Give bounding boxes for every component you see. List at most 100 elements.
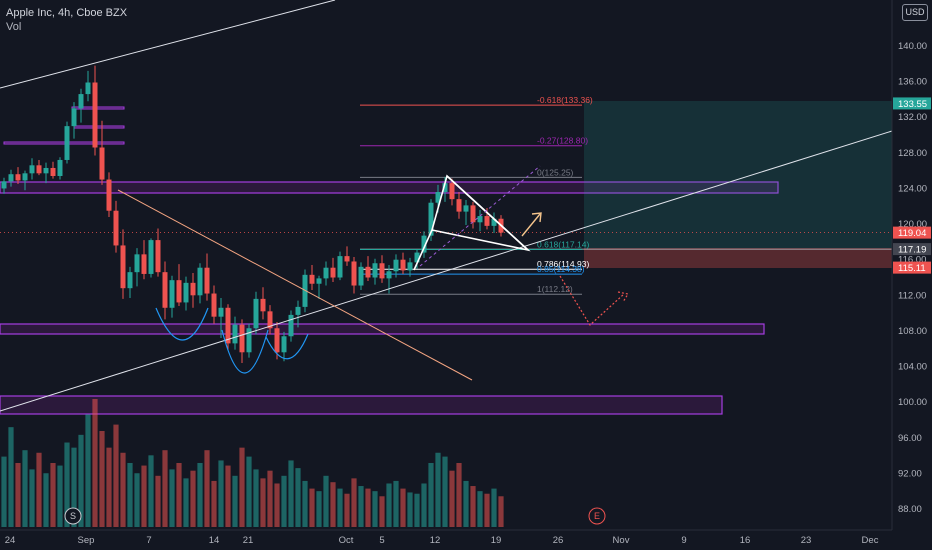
bull-arrow-shaft <box>521 213 541 237</box>
candle-body <box>344 256 350 262</box>
candle-body <box>484 216 490 226</box>
volume-bar <box>225 465 231 527</box>
candle-body <box>22 173 28 181</box>
time-tick-label: Sep <box>78 535 95 546</box>
candle-body <box>169 280 175 308</box>
volume-bar <box>218 460 224 527</box>
time-tick-label: 5 <box>379 535 384 546</box>
volume-bar <box>57 465 63 527</box>
candle-body <box>421 235 427 253</box>
volume-bar <box>274 483 280 527</box>
volume-bar <box>15 463 21 527</box>
candle-body <box>43 167 49 174</box>
time-tick-label: Nov <box>613 535 630 546</box>
volume-bar <box>344 493 350 527</box>
candle-body <box>365 266 371 278</box>
fib-label-2: 0(125.25) <box>537 167 574 177</box>
event-marker-label: S <box>70 511 76 521</box>
fib-label-6: 1(112.12) <box>537 284 573 294</box>
candle-body <box>29 165 35 174</box>
time-tick-label: 23 <box>801 535 812 546</box>
event-marker-label: E <box>594 511 600 521</box>
candle-body <box>400 259 406 271</box>
candle-body <box>267 311 273 329</box>
volume-legend[interactable]: Vol <box>6 21 22 33</box>
candle-body <box>414 252 420 263</box>
head-arc <box>221 329 269 374</box>
wedge-upper <box>446 175 529 251</box>
volume-bar <box>176 463 182 527</box>
volume-bar <box>358 486 364 527</box>
candle-body <box>78 94 84 109</box>
time-axis[interactable]: 24 Sep 7 14 21 Oct 5 12 19 26 Nov 9 16 23 Dec <box>0 529 932 550</box>
symbol-title[interactable]: Apple Inc, 4h, Cboe BZX <box>6 7 128 19</box>
time-tick-label: 12 <box>430 535 441 546</box>
candle-body <box>470 205 476 223</box>
fib-label-3: 0.618(117.14) <box>537 240 589 250</box>
price-tick-label: 96.00 <box>898 433 922 444</box>
fib-label-1: -0.27(128.80) <box>537 136 588 146</box>
time-tick-label: 16 <box>740 535 751 546</box>
candle-body <box>442 183 448 193</box>
volume-bar <box>113 424 119 527</box>
volume-bar <box>148 455 154 527</box>
bull-arrow-head <box>531 212 542 223</box>
candle-body <box>288 314 294 337</box>
currency-button[interactable]: USD <box>902 4 928 21</box>
fibonacci-extension[interactable]: -0.618(133.36) -0.27(128.80) 0(125.25) 0.61… <box>360 95 593 295</box>
volume-bar <box>36 452 42 527</box>
candle-body <box>148 240 154 274</box>
volume-bar <box>211 480 217 527</box>
candle-body <box>351 261 357 286</box>
candle-body <box>197 267 203 296</box>
price-tick-label: 124.00 <box>898 183 927 194</box>
candle-body <box>120 245 126 289</box>
candle-body <box>379 263 385 279</box>
price-tick-label: 116.00 <box>898 255 926 266</box>
volume-bar <box>386 483 392 527</box>
candle-body <box>309 274 315 284</box>
event-marker-circle <box>588 507 606 525</box>
volume-bar <box>22 450 28 527</box>
candle-body <box>113 210 119 246</box>
volume-bar <box>8 427 14 527</box>
short-level-1 <box>71 106 125 110</box>
candle-body <box>274 328 280 353</box>
candle-body <box>372 263 378 278</box>
volume-bar <box>260 478 266 527</box>
candle-body <box>386 271 392 279</box>
volume-bar <box>365 488 371 527</box>
time-tick-label: 24 <box>5 535 16 546</box>
candles <box>1 65 504 363</box>
volume-bar <box>302 480 308 527</box>
candle-body <box>393 259 399 272</box>
volume-bar <box>106 447 112 527</box>
candle-body <box>183 282 189 303</box>
price-tick-label: 92.00 <box>898 468 922 479</box>
volume-bar <box>85 414 91 527</box>
support-zone-3 <box>0 395 723 415</box>
candle-body <box>358 266 364 286</box>
volume-bar <box>379 496 385 527</box>
descending-trendline <box>117 189 473 381</box>
volume-bar <box>435 452 441 527</box>
volume-bar <box>239 447 245 527</box>
candle-body <box>127 272 133 289</box>
support-zone-1 <box>0 181 779 194</box>
price-tag-label: 117.19 <box>898 245 926 256</box>
price-axis[interactable]: 140.00 136.00 132.00 128.00 124.00 120.00 116.… <box>891 0 932 530</box>
volume-bar <box>470 486 476 527</box>
volume-bar <box>309 488 315 527</box>
candle-body <box>239 324 245 353</box>
price-tick-label: 104.00 <box>898 362 927 373</box>
price-tag-bg <box>893 226 931 239</box>
volume-bar <box>162 450 168 527</box>
price-tick-label: 112.00 <box>898 290 926 301</box>
volume-bar <box>337 488 343 527</box>
fib-label-0: -0.618(133.36) <box>537 95 593 105</box>
candle-body <box>106 179 112 211</box>
price-tick-label: 128.00 <box>898 148 927 159</box>
price-tag-label: 133.55 <box>898 99 927 110</box>
